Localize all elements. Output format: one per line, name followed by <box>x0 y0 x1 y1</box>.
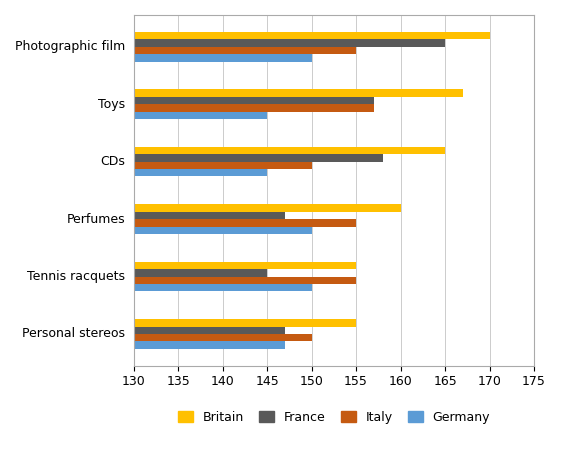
Bar <box>134 104 374 111</box>
Bar <box>134 97 374 104</box>
Bar <box>134 154 383 161</box>
Bar <box>134 111 267 119</box>
Bar <box>134 269 267 277</box>
Bar <box>134 211 285 219</box>
Bar <box>134 47 356 54</box>
Bar <box>134 169 267 177</box>
Bar <box>134 334 311 341</box>
Bar <box>134 219 356 227</box>
Bar <box>134 32 490 39</box>
Bar <box>134 161 311 169</box>
Bar <box>134 39 445 47</box>
Bar <box>134 327 285 334</box>
Bar <box>134 227 311 234</box>
Bar <box>134 147 445 154</box>
Bar <box>134 284 311 291</box>
Bar <box>134 341 285 349</box>
Bar <box>134 89 463 97</box>
Bar <box>134 204 401 211</box>
Bar <box>134 261 356 269</box>
Bar <box>134 277 356 284</box>
Bar <box>134 319 356 327</box>
Legend: Britain, France, Italy, Germany: Britain, France, Italy, Germany <box>174 407 494 427</box>
Bar <box>134 54 311 61</box>
